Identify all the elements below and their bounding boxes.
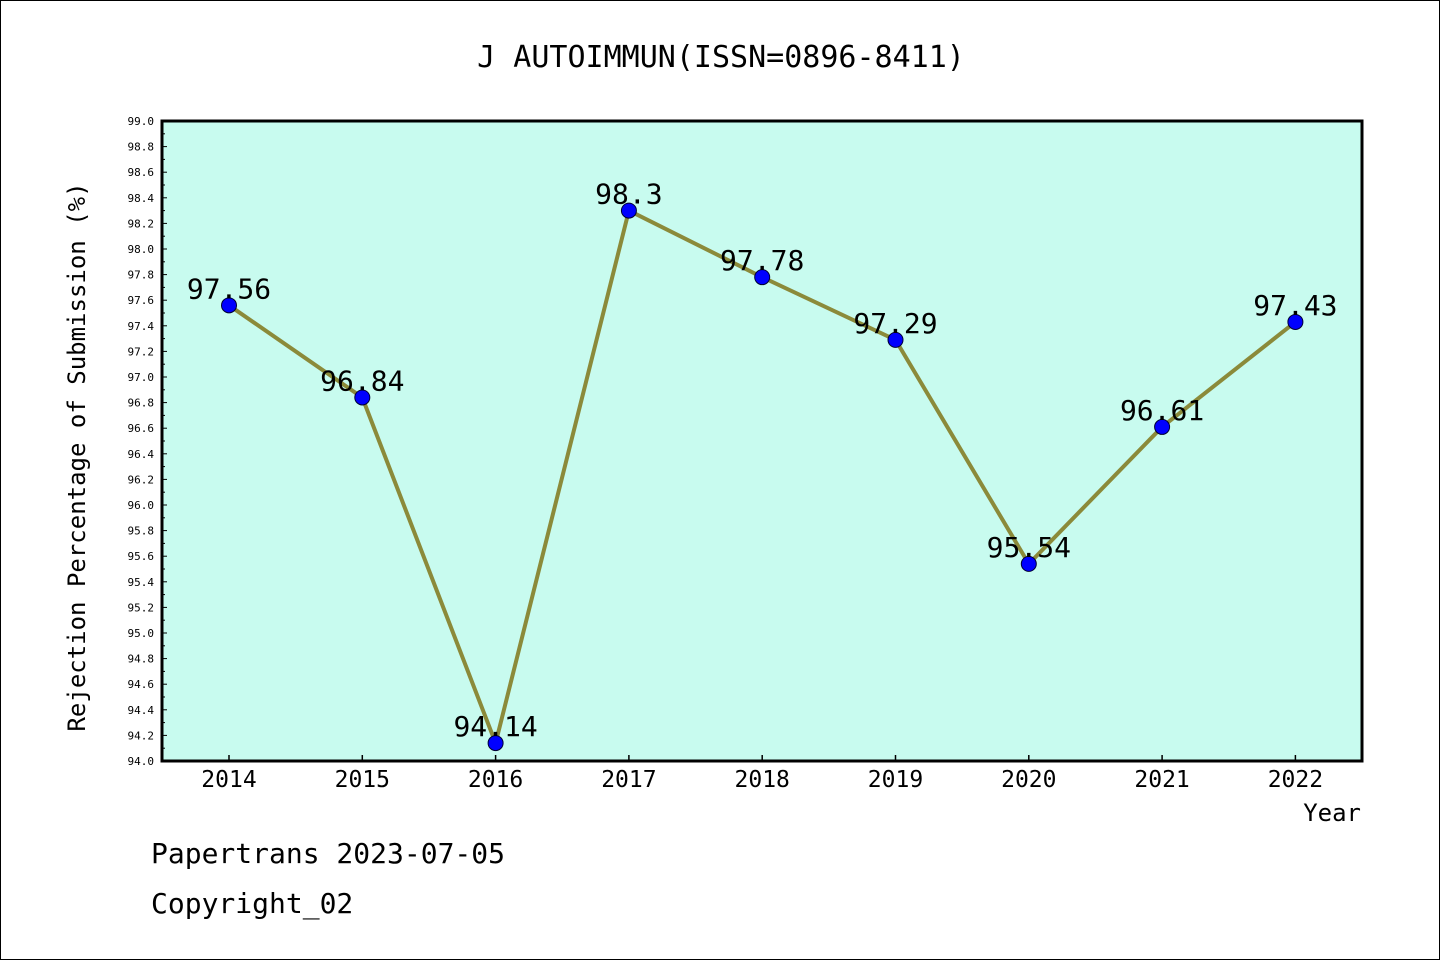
- y-tick-label: 95.8: [128, 525, 155, 538]
- data-label: 96.61: [1120, 394, 1204, 427]
- data-point: [1020, 555, 1037, 572]
- x-axis-ticks: 2014 2015 2016 2017 2018 2019 2020 2021 2022: [201, 755, 1323, 793]
- x-tick-label: 2018: [735, 767, 790, 793]
- data-point: [620, 202, 637, 219]
- x-tick-label: 2015: [335, 767, 390, 793]
- data-label: 97.56: [187, 272, 271, 305]
- y-tick-label: 98.6: [128, 166, 155, 179]
- data-point: [1287, 313, 1304, 330]
- y-tick-label: 97.8: [128, 269, 155, 282]
- y-tick-label: 94.8: [128, 653, 155, 666]
- x-axis-label: Year: [1303, 799, 1361, 827]
- data-label: 97.29: [853, 307, 937, 340]
- footer-copyright: Copyright_02: [151, 887, 354, 920]
- data-point: [1154, 418, 1171, 435]
- x-tick-label: 2019: [868, 767, 923, 793]
- y-tick-label: 96.4: [128, 448, 155, 461]
- data-label: 98.3: [595, 178, 662, 211]
- y-tick-label: 97.6: [128, 294, 155, 307]
- y-tick-label: 95.2: [128, 601, 155, 614]
- x-tick-label: 2016: [468, 767, 523, 793]
- y-tick-label: 97.2: [128, 345, 155, 358]
- footer-date: Papertrans 2023-07-05: [151, 837, 506, 870]
- data-label: 97.78: [720, 244, 804, 277]
- y-tick-label: 96.0: [128, 499, 155, 512]
- data-label: 94.14: [453, 710, 537, 743]
- x-tick-label: 2022: [1268, 767, 1323, 793]
- y-tick-label: 95.6: [128, 550, 155, 563]
- plot-area: [160, 119, 1364, 763]
- y-tick-label: 94.2: [128, 729, 155, 742]
- y-tick-label: 99.0: [128, 115, 155, 128]
- y-tick-label: 94.0: [128, 755, 155, 768]
- y-tick-label: 96.8: [128, 397, 155, 410]
- data-label: 96.84: [320, 364, 404, 397]
- data-point: [487, 735, 504, 752]
- y-tick-label: 95.4: [128, 576, 155, 589]
- y-tick-label: 94.4: [128, 704, 155, 717]
- y-tick-label: 97.4: [128, 320, 155, 333]
- chart-title: J AUTOIMMUN(ISSN=0896-8411): [477, 40, 965, 75]
- data-label: 95.54: [987, 531, 1071, 564]
- x-tick-label: 2021: [1134, 767, 1189, 793]
- y-tick-label: 94.6: [128, 678, 155, 691]
- x-tick-label: 2014: [201, 767, 256, 793]
- data-point: [887, 331, 904, 348]
- data-point: [221, 297, 237, 314]
- x-tick-label: 2017: [601, 767, 656, 793]
- y-tick-label: 96.6: [128, 422, 155, 435]
- y-tick-label: 98.2: [128, 217, 155, 230]
- y-tick-label: 96.2: [128, 473, 155, 486]
- y-tick-label: 98.4: [128, 192, 155, 205]
- data-point: [754, 269, 771, 286]
- y-tick-label: 95.0: [128, 627, 155, 640]
- y-tick-label: 97.0: [128, 371, 155, 384]
- data-points: [221, 202, 1304, 752]
- y-axis-ticks: 94.0 94.2 94.4 94.6 94.8 95.0 95.2 95.4 95.6 95.8…: [128, 115, 167, 768]
- y-tick-label: 98.8: [128, 141, 155, 154]
- data-point: [354, 389, 371, 406]
- data-labels: 97.56 96.84 94.14 98.3 97.78 97.29 95.54 96.61 9…: [187, 178, 1338, 743]
- y-tick-label: 98.0: [128, 243, 155, 256]
- data-label: 97.43: [1253, 289, 1337, 322]
- x-tick-label: 2020: [1001, 767, 1056, 793]
- y-axis-label: Rejection Percentage of Submission (%): [63, 182, 91, 731]
